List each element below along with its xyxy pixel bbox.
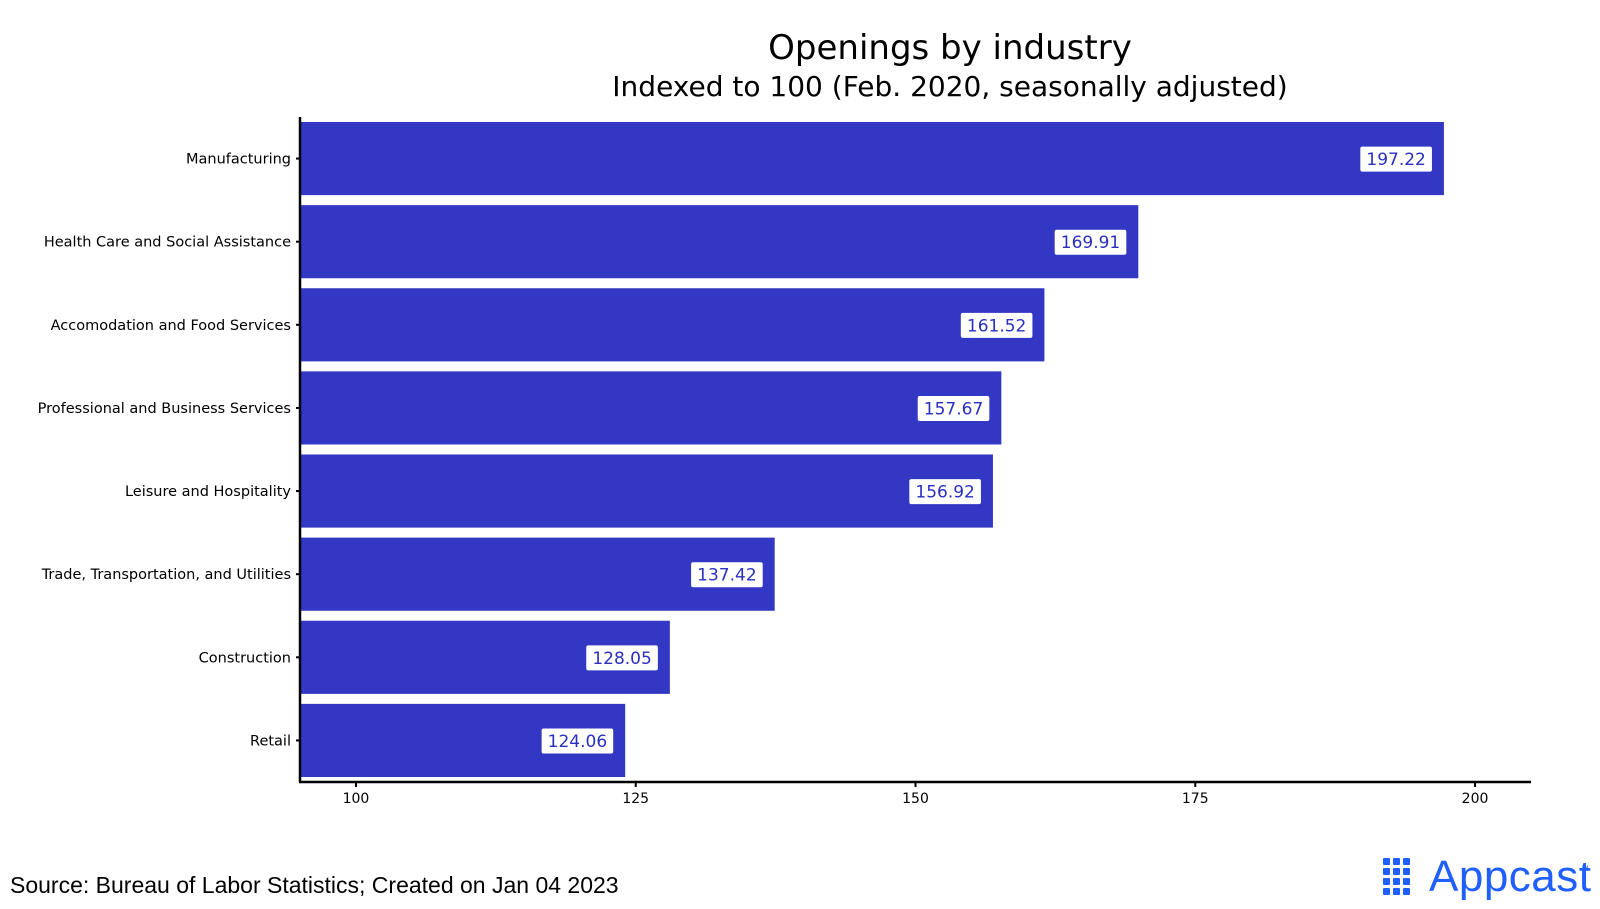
bar [300,288,1045,362]
data-label: 128.05 [592,649,651,669]
appcast-logo-icon [1383,858,1421,898]
chart-title: Openings by industry [768,28,1132,68]
data-label-box [1054,229,1127,255]
chart-subtitle: Indexed to 100 (Feb. 2020, seasonally ad… [612,70,1288,103]
y-tick-label: Leisure and Hospitality [125,484,291,500]
source-caption: Source: Bureau of Labor Statistics; Crea… [10,872,619,898]
data-label-box [917,395,990,421]
y-tick-label: Health Care and Social Assistance [44,235,291,251]
data-label-box [960,312,1033,338]
data-label-box [586,645,658,671]
x-tick-label: 175 [1182,791,1209,807]
bar [300,205,1139,279]
x-tick-label: 200 [1462,791,1489,807]
data-label: 156.92 [915,483,974,503]
data-label-box [691,562,763,588]
data-label: 157.67 [924,399,983,419]
y-tick-label: Manufacturing [186,152,291,168]
appcast-logo-tm: ™ [1581,864,1589,873]
y-tick-label: Construction [199,650,291,666]
data-label-box [1360,146,1432,172]
bar [300,454,993,528]
data-label: 169.91 [1061,233,1120,253]
appcast-logo-text: Appcast [1429,852,1592,901]
data-label: 137.42 [697,566,756,586]
x-tick-label: 125 [622,791,649,807]
data-label: 197.22 [1366,150,1425,170]
x-tick-label: 150 [902,791,929,807]
x-tick-label: 100 [343,791,370,807]
data-label-box [541,728,614,754]
bar [300,371,1002,445]
data-label: 124.06 [548,732,607,752]
data-label: 161.52 [967,316,1026,336]
y-tick-label: Professional and Business Services [38,401,291,417]
y-tick-label: Retail [250,733,291,749]
data-label-box [909,479,981,505]
y-tick-label: Trade, Transportation, and Utilities [41,567,291,583]
bar [300,122,1444,196]
appcast-logo: Appcast ™ [1383,852,1593,904]
y-tick-label: Accomodation and Food Services [51,318,291,334]
